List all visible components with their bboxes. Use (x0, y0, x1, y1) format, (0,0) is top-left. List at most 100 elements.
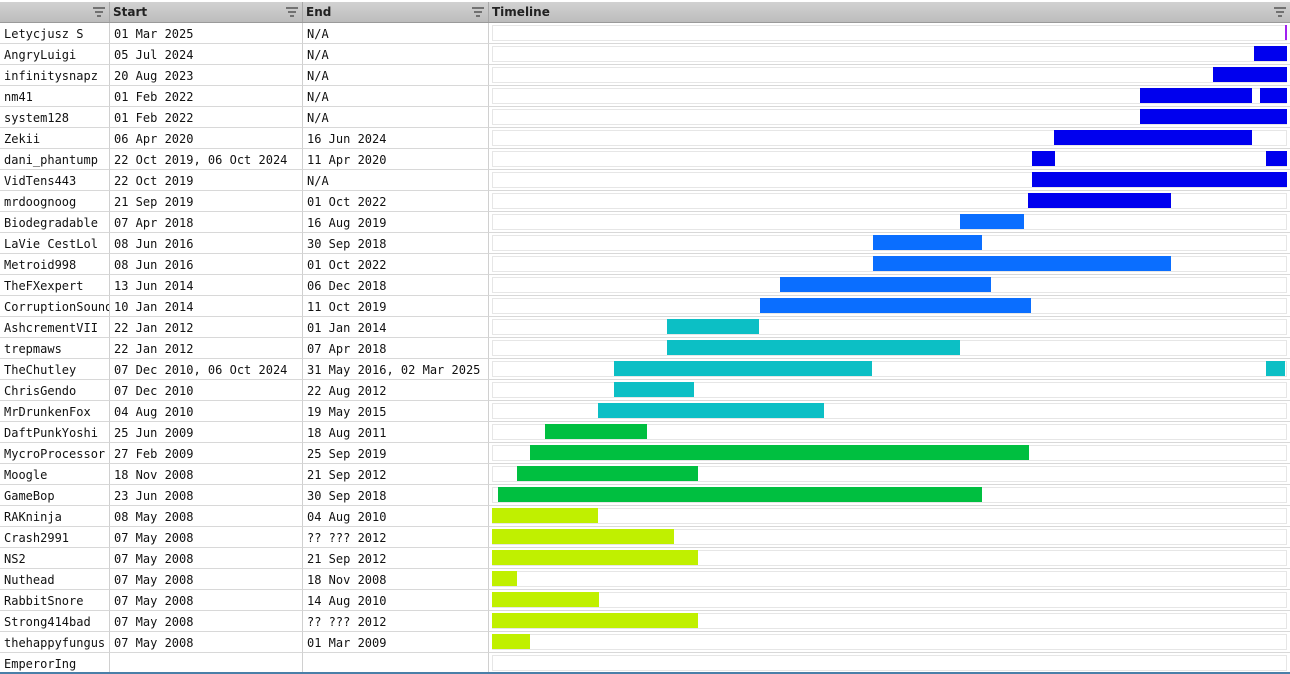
timeline-track (492, 361, 1287, 377)
table-row[interactable]: Zekii 06 Apr 2020 16 Jun 2024 (0, 128, 1290, 149)
table-row[interactable]: ChrisGendo 07 Dec 2010 22 Aug 2012 (0, 380, 1290, 401)
membership-bar[interactable] (492, 613, 699, 628)
membership-bar[interactable] (530, 445, 1029, 460)
end-date-cell: 01 Oct 2022 (303, 191, 489, 212)
membership-bar[interactable] (759, 298, 1032, 313)
end-date-cell: N/A (303, 65, 489, 86)
membership-bar[interactable] (492, 529, 674, 544)
column-header-end-label: End (306, 5, 332, 19)
membership-bar[interactable] (1140, 88, 1252, 103)
table-row[interactable]: system128 01 Feb 2022 N/A (0, 107, 1290, 128)
table-row[interactable]: TheChutley 07 Dec 2010, 06 Oct 2024 31 May… (0, 359, 1290, 380)
filter-icon[interactable] (286, 7, 298, 17)
table-row[interactable]: trepmaws 22 Jan 2012 07 Apr 2018 (0, 338, 1290, 359)
column-header-start-label: Start (113, 5, 148, 19)
membership-bar[interactable] (1054, 130, 1252, 145)
column-header-start[interactable]: Start (110, 2, 303, 22)
table-row[interactable]: EmperorIng (0, 653, 1290, 674)
table-row[interactable]: dani_phantump 22 Oct 2019, 06 Oct 2024 11 … (0, 149, 1290, 170)
table-row[interactable]: TheFXexpert 13 Jun 2014 06 Dec 2018 (0, 275, 1290, 296)
member-name-cell: RAKninja (0, 506, 110, 527)
membership-bar[interactable] (492, 571, 518, 586)
table-row[interactable]: MrDrunkenFox 04 Aug 2010 19 May 2015 (0, 401, 1290, 422)
table-row[interactable]: RAKninja 08 May 2008 04 Aug 2010 (0, 506, 1290, 527)
table-row[interactable]: DaftPunkYoshi 25 Jun 2009 18 Aug 2011 (0, 422, 1290, 443)
table-row[interactable]: infinitysnapz 20 Aug 2023 N/A (0, 65, 1290, 86)
table-row[interactable]: Letycjusz S 01 Mar 2025 N/A (0, 23, 1290, 44)
membership-bar[interactable] (498, 487, 983, 502)
membership-bar[interactable] (1213, 67, 1287, 82)
membership-bar[interactable] (492, 592, 600, 607)
timeline-cell (489, 149, 1290, 170)
member-name-cell: RabbitSnore (0, 590, 110, 611)
table-row[interactable]: GameBop 23 Jun 2008 30 Sep 2018 (0, 485, 1290, 506)
membership-bar[interactable] (517, 466, 699, 481)
column-header-name[interactable] (0, 2, 110, 22)
membership-bar[interactable] (959, 214, 1024, 229)
table-row[interactable]: NS2 07 May 2008 21 Sep 2012 (0, 548, 1290, 569)
end-date-cell: 19 May 2015 (303, 401, 489, 422)
table-row[interactable]: LaVie CestLol 08 Jun 2016 30 Sep 2018 (0, 233, 1290, 254)
table-row[interactable]: Metroid998 08 Jun 2016 01 Oct 2022 (0, 254, 1290, 275)
table-row[interactable]: Crash2991 07 May 2008?? ??? 2012 (0, 527, 1290, 548)
membership-bar[interactable] (1032, 151, 1055, 166)
end-date-cell: N/A (303, 44, 489, 65)
membership-bar[interactable] (1254, 46, 1287, 61)
membership-bar[interactable] (545, 424, 647, 439)
membership-bar[interactable] (613, 361, 873, 376)
membership-bar[interactable] (666, 319, 759, 334)
membership-bar[interactable] (666, 340, 960, 355)
table-row[interactable]: Moogle 18 Nov 2008 21 Sep 2012 (0, 464, 1290, 485)
membership-bar[interactable] (873, 235, 983, 250)
table-row[interactable]: MycroProcessor 27 Feb 2009 25 Sep 2019 (0, 443, 1290, 464)
member-name-cell: TheFXexpert (0, 275, 110, 296)
table-row[interactable]: RabbitSnore 07 May 2008 14 Aug 2010 (0, 590, 1290, 611)
table-row[interactable]: thehappyfungus 07 May 2008 01 Mar 2009 (0, 632, 1290, 653)
membership-bar[interactable] (1028, 193, 1172, 208)
member-name-cell: EmperorIng (0, 653, 110, 674)
member-name-cell: LaVie CestLol (0, 233, 110, 254)
membership-bar[interactable] (492, 634, 531, 649)
table-row[interactable]: Nuthead 07 May 2008 18 Nov 2008 (0, 569, 1290, 590)
end-date-cell: 07 Apr 2018 (303, 338, 489, 359)
table-row[interactable]: CorruptionSound 10 Jan 2014 11 Oct 2019 (0, 296, 1290, 317)
end-date-cell: 14 Aug 2010 (303, 590, 489, 611)
membership-bar[interactable] (492, 508, 598, 523)
membership-bar[interactable] (1285, 25, 1288, 40)
membership-bar[interactable] (1259, 88, 1287, 103)
membership-bar[interactable] (779, 277, 992, 292)
table-row[interactable]: mrdoognoog 21 Sep 2019 01 Oct 2022 (0, 191, 1290, 212)
membership-bar[interactable] (492, 550, 699, 565)
timeline-cell (489, 44, 1290, 65)
timeline-track (492, 634, 1287, 650)
membership-bar[interactable] (1266, 361, 1286, 376)
membership-bar[interactable] (1266, 151, 1287, 166)
timeline-cell (489, 212, 1290, 233)
timeline-track (492, 214, 1287, 230)
timeline-cell (489, 632, 1290, 653)
membership-bar[interactable] (613, 382, 695, 397)
filter-icon[interactable] (472, 7, 484, 17)
membership-bar[interactable] (1032, 172, 1287, 187)
member-name-cell: CorruptionSound (0, 296, 110, 317)
timeline-track (492, 382, 1287, 398)
table-row[interactable]: AngryLuigi 05 Jul 2024 N/A (0, 44, 1290, 65)
filter-icon[interactable] (1274, 7, 1286, 17)
table-row[interactable]: Biodegradable 07 Apr 2018 16 Aug 2019 (0, 212, 1290, 233)
column-header-end[interactable]: End (303, 2, 489, 22)
end-date-cell: 18 Nov 2008 (303, 569, 489, 590)
start-date-cell: 13 Jun 2014 (110, 275, 303, 296)
end-date-cell: 16 Aug 2019 (303, 212, 489, 233)
membership-bar[interactable] (1140, 109, 1287, 124)
filter-icon[interactable] (93, 7, 105, 17)
table-row[interactable]: Strong414bad 07 May 2008?? ??? 2012 (0, 611, 1290, 632)
column-header-timeline-label: Timeline (492, 5, 550, 19)
membership-bar[interactable] (873, 256, 1172, 271)
table-row[interactable]: AshcrementVII 22 Jan 2012 01 Jan 2014 (0, 317, 1290, 338)
timeline-track (492, 571, 1287, 587)
column-header-timeline[interactable]: Timeline (489, 2, 1290, 22)
table-row[interactable]: nm41 01 Feb 2022 N/A (0, 86, 1290, 107)
member-name-cell: nm41 (0, 86, 110, 107)
membership-bar[interactable] (597, 403, 824, 418)
table-row[interactable]: VidTens443 22 Oct 2019 N/A (0, 170, 1290, 191)
